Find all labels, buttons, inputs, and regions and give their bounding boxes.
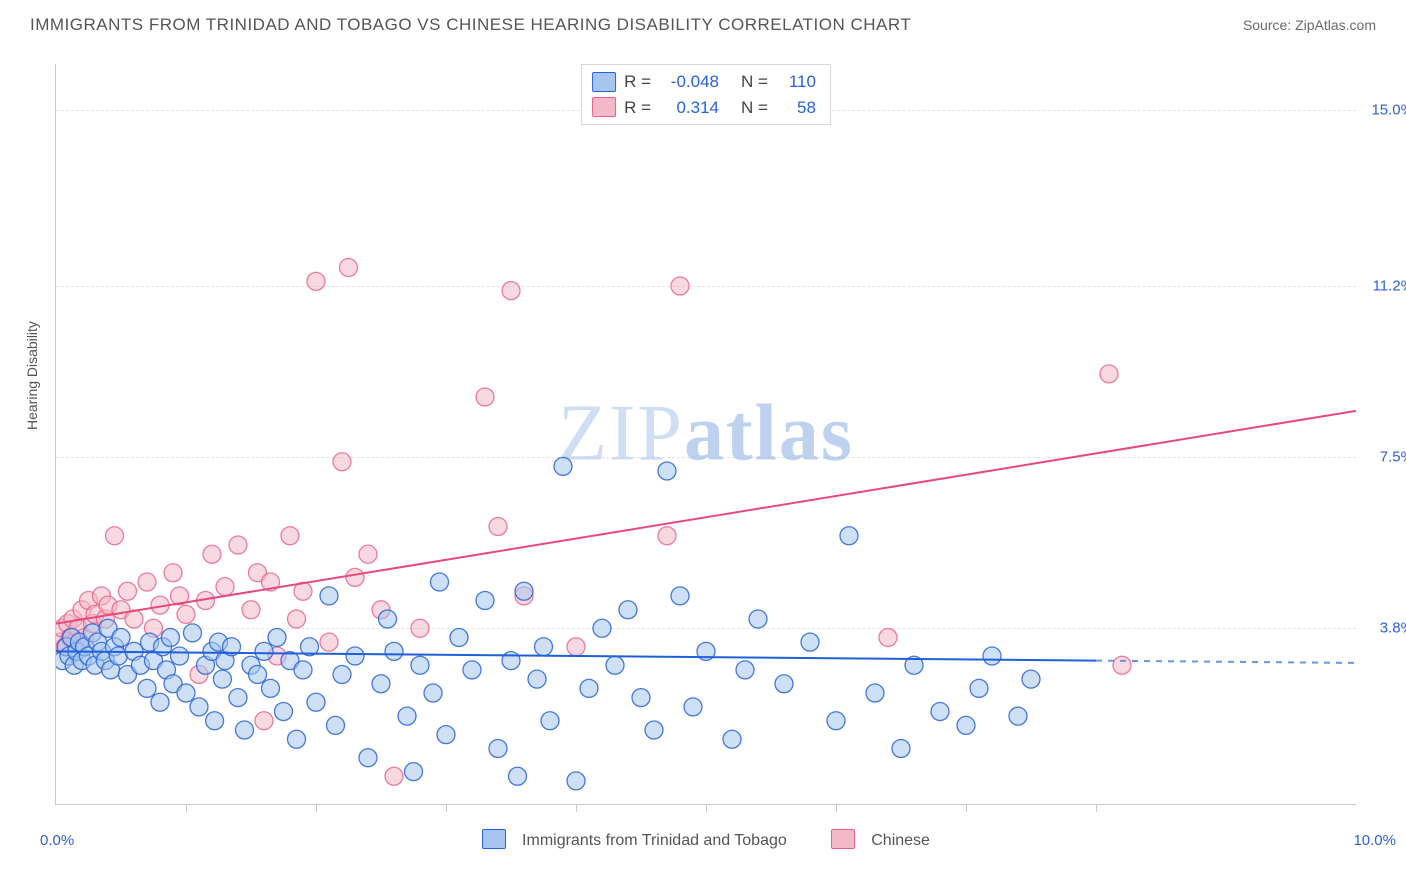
x-min-label: 0.0% bbox=[40, 832, 74, 849]
legend-item-pink: Chinese bbox=[821, 832, 940, 849]
legend-label-blue: Immigrants from Trinidad and Tobago bbox=[522, 832, 787, 849]
n-label: N = bbox=[741, 69, 768, 95]
y-axis-label: Hearing Disability bbox=[24, 321, 40, 430]
swatch-blue-icon bbox=[482, 829, 506, 849]
r-label: R = bbox=[624, 95, 651, 121]
x-max-label: 10.0% bbox=[1353, 832, 1396, 849]
x-tick bbox=[966, 804, 967, 812]
chart-svg bbox=[56, 64, 1356, 804]
y-tick-label: 7.5% bbox=[1380, 449, 1406, 466]
x-tick bbox=[836, 804, 837, 812]
r-value-blue: -0.048 bbox=[659, 69, 719, 95]
stats-legend: R = -0.048 N = 110 R = 0.314 N = 58 bbox=[581, 64, 831, 125]
stats-row-pink: R = 0.314 N = 58 bbox=[592, 95, 816, 121]
y-tick-label: 15.0% bbox=[1371, 102, 1406, 119]
r-value-pink: 0.314 bbox=[659, 95, 719, 121]
x-tick bbox=[186, 804, 187, 812]
series-legend: Immigrants from Trinidad and Tobago Chin… bbox=[56, 829, 1356, 850]
r-label: R = bbox=[624, 69, 651, 95]
stats-row-blue: R = -0.048 N = 110 bbox=[592, 69, 816, 95]
plot-area: ZIPatlas R = -0.048 N = 110 R = 0.314 N … bbox=[55, 64, 1356, 805]
source-text: Source: ZipAtlas.com bbox=[1243, 17, 1376, 33]
x-tick bbox=[576, 804, 577, 812]
x-tick bbox=[316, 804, 317, 812]
swatch-pink-icon bbox=[831, 829, 855, 849]
y-tick-label: 3.8% bbox=[1380, 620, 1406, 637]
x-tick bbox=[706, 804, 707, 812]
legend-label-pink: Chinese bbox=[871, 832, 930, 849]
n-label: N = bbox=[741, 95, 768, 121]
x-tick bbox=[446, 804, 447, 812]
swatch-blue-icon bbox=[592, 72, 616, 92]
n-value-pink: 58 bbox=[776, 95, 816, 121]
y-tick-label: 11.2% bbox=[1373, 278, 1406, 295]
n-value-blue: 110 bbox=[776, 69, 816, 95]
chart-title: IMMIGRANTS FROM TRINIDAD AND TOBAGO VS C… bbox=[30, 15, 911, 35]
x-tick bbox=[1096, 804, 1097, 812]
legend-item-blue: Immigrants from Trinidad and Tobago bbox=[472, 832, 797, 849]
swatch-pink-icon bbox=[592, 97, 616, 117]
